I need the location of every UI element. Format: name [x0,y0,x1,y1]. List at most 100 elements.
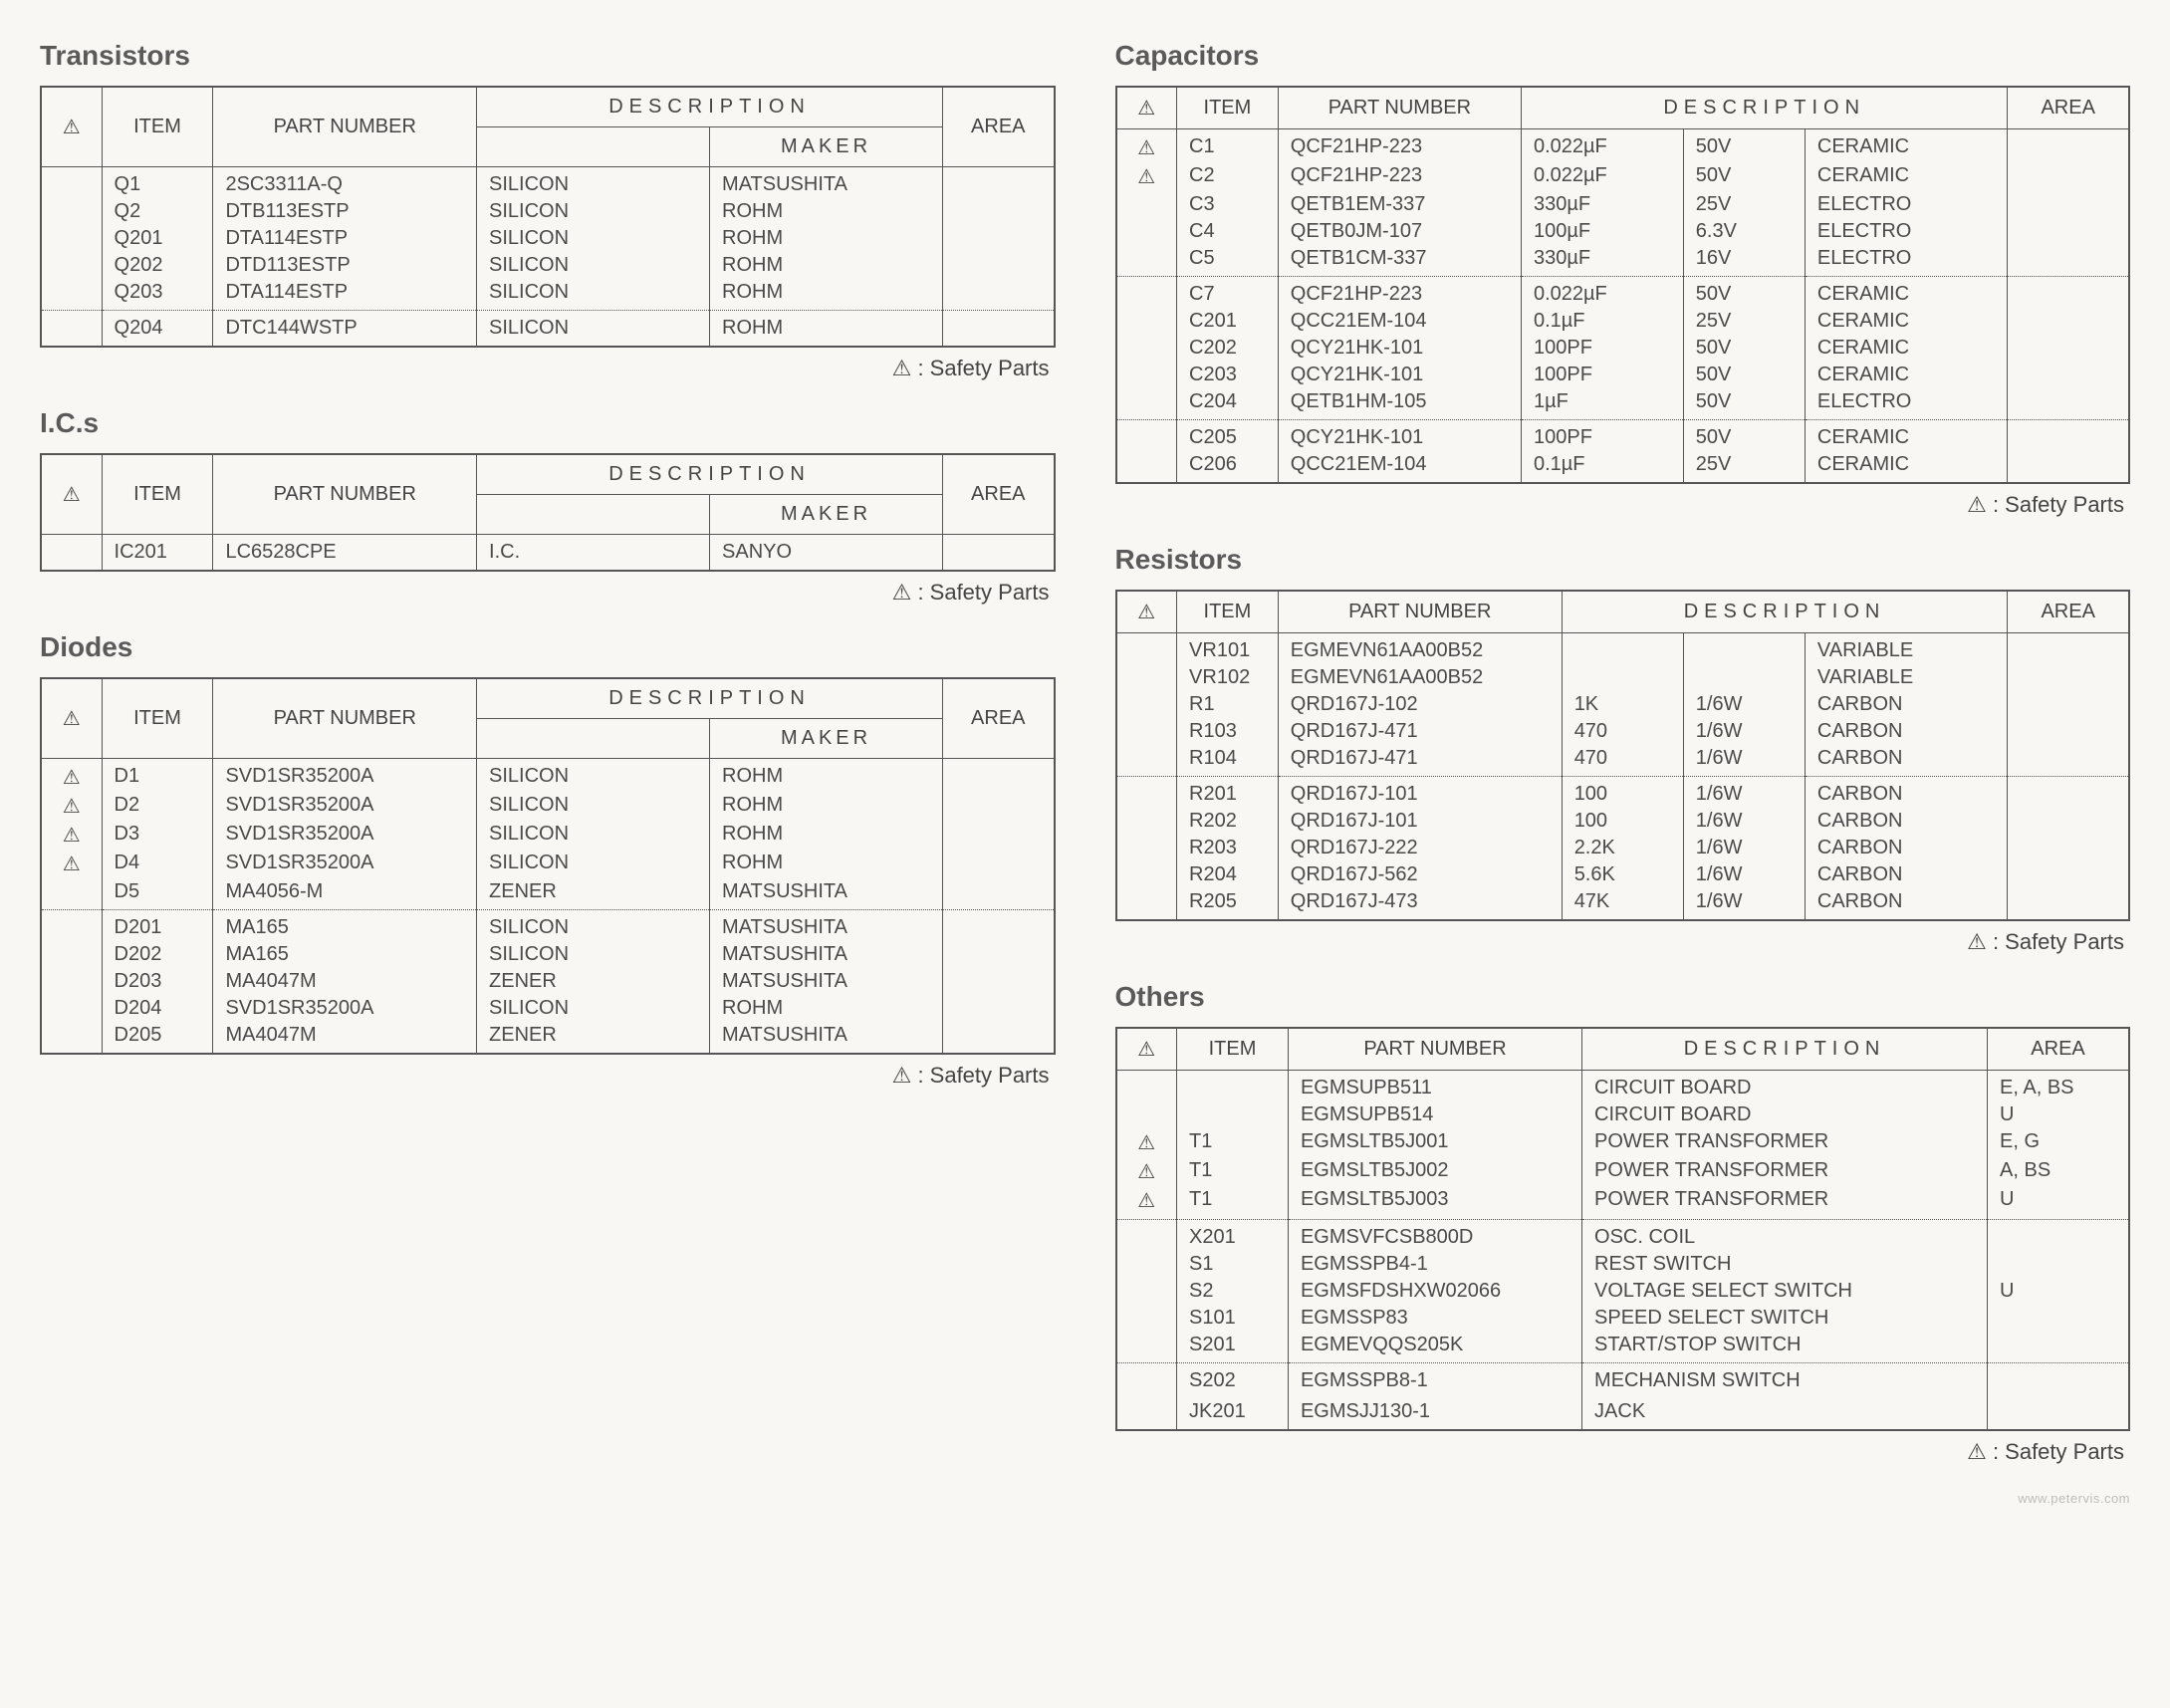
col-desc-blank [477,719,710,759]
cell-d1: POWER TRANSFORMER [1582,1186,1988,1220]
cell-d1: 330µF [1521,191,1683,218]
cell-pn: EGMSVFCSB800D [1288,1220,1581,1252]
cell-d1: 0.022µF [1521,277,1683,309]
cell-d1: START/STOP SWITCH [1582,1332,1988,1363]
cell-d2: ROHM [710,311,943,348]
cell-area: U [1988,1101,2129,1128]
cell-item: R103 [1177,718,1279,745]
col-pn: PART NUMBER [1278,591,1562,633]
cell-item: Q202 [102,252,213,279]
col-item: ITEM [102,678,213,759]
cell-d1: 1K [1562,691,1683,718]
cell-area: U [1988,1186,2129,1220]
capacitors-safety-note: ⚠ : Safety Parts [1115,492,2125,518]
cell-area [943,759,1055,793]
cell-warn [1116,808,1177,835]
cell-d3: CERAMIC [1805,277,2008,309]
cell-d1: SILICON [477,910,710,942]
table-row: ⚠D3SVD1SR35200ASILICONROHM [41,821,1055,850]
cell-pn: DTC144WSTP [213,311,477,348]
cell-d2: ROHM [710,225,943,252]
cell-d2: MATSUSHITA [710,167,943,199]
cell-warn [1116,245,1177,277]
cell-item: C205 [1177,420,1279,452]
cell-pn: DTB113ESTP [213,198,477,225]
cell-item: T1 [1177,1128,1289,1157]
cell-d1: 100PF [1521,335,1683,362]
cell-d2: 6.3V [1683,218,1805,245]
cell-pn: QETB1EM-337 [1278,191,1521,218]
cell-pn: QRD167J-473 [1278,888,1562,920]
cell-d2: ROHM [710,759,943,793]
cell-pn: QETB1HM-105 [1278,388,1521,420]
cell-d1: SPEED SELECT SWITCH [1582,1305,1988,1332]
cell-d2: 50V [1683,129,1805,163]
cell-pn: EGMSUPB514 [1288,1101,1581,1128]
cell-d1: SILICON [477,821,710,850]
cell-d2: SANYO [710,535,943,572]
cell-d1: 100 [1562,777,1683,809]
cell-item: R104 [1177,745,1279,777]
cell-area [1988,1251,2129,1278]
col-item: ITEM [102,87,213,167]
cell-d1: 100 [1562,808,1683,835]
others-table: ⚠ITEMPART NUMBERDESCRIPTIONAREAEGMSUPB51… [1115,1027,2131,1431]
table-row: D202MA165SILICONMATSUSHITA [41,941,1055,968]
table-row: ⚠T1EGMSLTB5J002POWER TRANSFORMERA, BS [1116,1157,2130,1186]
cell-warn [1116,1363,1177,1395]
cell-pn: QRD167J-222 [1278,835,1562,861]
warning-icon: ⚠ [892,582,912,604]
cell-item [1177,1071,1289,1102]
cell-area [2008,162,2129,191]
cell-d2: 1/6W [1683,777,1805,809]
cell-area [2008,218,2129,245]
cell-item: R201 [1177,777,1279,809]
table-row: Q12SC3311A-QSILICONMATSUSHITA [41,167,1055,199]
cell-d1: REST SWITCH [1582,1251,1988,1278]
cell-d3: CERAMIC [1805,308,2008,335]
col-desc: DESCRIPTION [1521,87,2007,129]
cell-warn [1116,1305,1177,1332]
cell-d1: 330µF [1521,245,1683,277]
cell-area [943,225,1055,252]
cell-pn: SVD1SR35200A [213,821,477,850]
cell-warn: ⚠ [41,792,102,821]
cell-d2: 1/6W [1683,888,1805,920]
diodes-safety-note: ⚠ : Safety Parts [40,1063,1050,1089]
cell-d3: CARBON [1805,808,2008,835]
cell-warn [41,198,102,225]
cell-item: Q201 [102,225,213,252]
cell-item: X201 [1177,1220,1289,1252]
cell-area [1988,1363,2129,1395]
cell-warn [1116,451,1177,483]
col-warn: ⚠ [1116,87,1177,129]
cell-area [1988,1305,2129,1332]
watermark: www.petervis.com [1115,1491,2131,1506]
transistors-title: Transistors [40,40,1056,72]
cell-d2: 1/6W [1683,718,1805,745]
ics-title: I.C.s [40,407,1056,439]
cell-item: VR101 [1177,633,1279,665]
warning-icon: ⚠ [1967,494,1987,516]
cell-d1: 0.022µF [1521,162,1683,191]
cell-d1 [1562,633,1683,665]
cell-area [2008,861,2129,888]
cell-item: D5 [102,878,213,910]
cell-pn: MA4047M [213,1022,477,1054]
transistors-safety-note: ⚠ : Safety Parts [40,356,1050,381]
col-area: AREA [943,678,1055,759]
cell-area [2008,664,2129,691]
cell-item: D4 [102,850,213,878]
cell-d3: CARBON [1805,888,2008,920]
cell-warn [1116,745,1177,777]
cell-warn [1116,1398,1177,1430]
cell-pn: SVD1SR35200A [213,759,477,793]
col-desc: DESCRIPTION [477,87,943,127]
cell-d3: ELECTRO [1805,191,2008,218]
cell-area [943,941,1055,968]
cell-area [2008,777,2129,809]
cell-d1: POWER TRANSFORMER [1582,1128,1988,1157]
cell-item: S1 [1177,1251,1289,1278]
cell-item: C201 [1177,308,1279,335]
cell-warn [1116,335,1177,362]
